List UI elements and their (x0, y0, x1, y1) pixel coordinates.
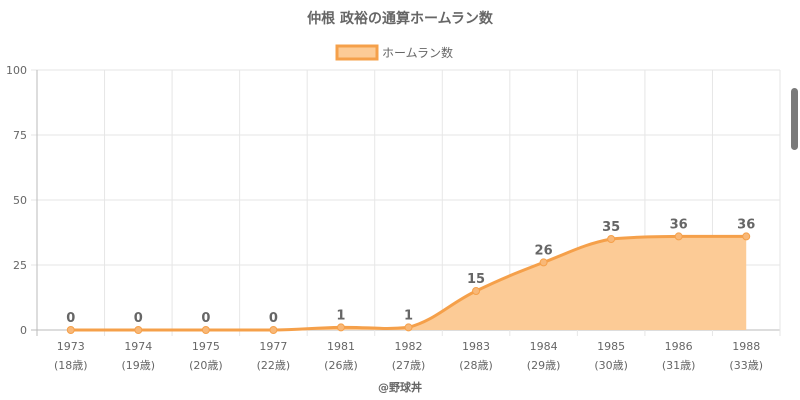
x-tick-sublabel: (20歳) (189, 359, 223, 372)
data-label: 36 (670, 217, 688, 232)
x-tick-label: 1983 (462, 340, 490, 353)
y-tick-label: 0 (20, 324, 27, 337)
data-point (404, 323, 413, 332)
data-label: 1 (336, 308, 345, 323)
data-point (66, 326, 75, 334)
x-tick-label: 1981 (327, 340, 355, 353)
legend[interactable]: ホームラン数 (335, 44, 453, 61)
x-tick-label: 1985 (597, 340, 625, 353)
x-tick-sublabel: (33歳) (729, 359, 763, 372)
x-tick-sublabel: (27歳) (392, 359, 426, 372)
x-tick-label: 1977 (259, 340, 287, 353)
legend-swatch (335, 44, 379, 61)
y-tick-label: 100 (6, 64, 27, 77)
y-tick-label: 75 (13, 129, 27, 142)
x-tick-sublabel: (30歳) (594, 359, 628, 372)
x-tick-sublabel: (29歳) (527, 359, 561, 372)
data-labels: 0 0 0 0 1 1 15 26 35 36 36 (66, 217, 755, 326)
x-tick-label: 1986 (665, 340, 693, 353)
data-label: 0 (66, 311, 75, 326)
legend-label: ホームラン数 (382, 45, 453, 60)
x-tick-label: 1974 (124, 340, 152, 353)
data-label: 35 (602, 220, 620, 235)
data-point (742, 232, 751, 241)
data-label: 0 (201, 311, 210, 326)
x-tick-label: 1982 (395, 340, 423, 353)
data-label: 36 (737, 217, 755, 232)
x-tick-sublabel: (31歳) (662, 359, 696, 372)
data-point (539, 258, 548, 267)
x-tick-sublabel: (22歳) (257, 359, 291, 372)
credit-label: @野球丼 (378, 380, 422, 394)
data-point (607, 235, 616, 243)
scrollbar-thumb[interactable] (791, 88, 798, 150)
data-points (66, 232, 751, 334)
x-tick-sublabel: (26歳) (324, 359, 358, 372)
data-point (201, 326, 210, 334)
x-tick-label: 1988 (732, 340, 760, 353)
data-point (269, 326, 278, 334)
x-tick-sublabel: (28歳) (459, 359, 493, 372)
x-tick-sublabel: (19歳) (122, 359, 156, 372)
data-label: 26 (535, 243, 553, 258)
x-tick-sublabel: (18歳) (54, 359, 88, 372)
data-point (674, 232, 683, 241)
x-tick-label: 1975 (192, 340, 220, 353)
x-tick-label: 1973 (57, 340, 85, 353)
data-label: 1 (404, 308, 413, 323)
data-point (336, 323, 345, 332)
y-axis-ticks: 0 25 50 75 100 (6, 64, 27, 337)
chart-title: 仲根 政裕の通算ホームラン数 (307, 10, 494, 27)
data-point (472, 287, 481, 295)
data-point (134, 326, 143, 334)
y-tick-label: 25 (13, 259, 27, 272)
data-label: 0 (134, 311, 143, 326)
x-tick-label: 1984 (530, 340, 558, 353)
y-tick-label: 50 (13, 194, 27, 207)
x-axis-ticks: 1973 (18歳) 1974 (19歳) 1975 (20歳) 1977 (22歳) 1981… (54, 340, 763, 372)
data-label: 15 (467, 272, 485, 287)
data-label: 0 (269, 311, 278, 326)
series-area (70, 236, 747, 330)
